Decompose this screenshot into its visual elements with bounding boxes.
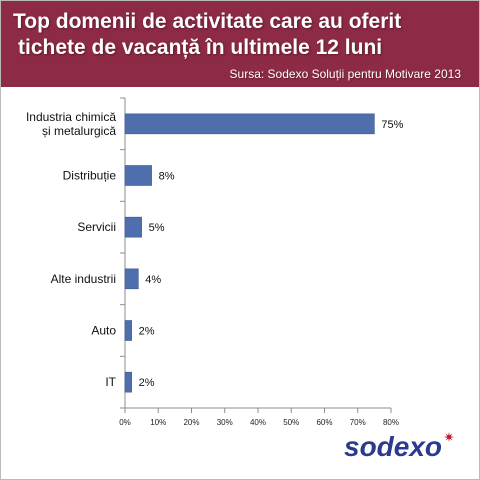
star-icon [444, 432, 454, 442]
x-tick-label: 0% [119, 418, 131, 427]
category-label: Servicii [77, 220, 116, 234]
x-tick-label: 30% [217, 418, 233, 427]
star-shape [444, 432, 454, 442]
x-tick-label: 70% [350, 418, 366, 427]
bar [124, 371, 132, 393]
value-label: 2% [139, 377, 155, 389]
sodexo-logo: sodexo [344, 432, 454, 462]
bar [124, 268, 139, 290]
x-tick-label: 60% [316, 418, 332, 427]
category-label: IT [105, 375, 116, 389]
bar [124, 216, 142, 238]
x-tick-label: 50% [283, 418, 299, 427]
value-label: 4% [145, 274, 161, 286]
x-tick-label: 40% [250, 418, 266, 427]
category-label: Distribuție [63, 169, 117, 183]
source-note: Sursa: Sodexo Soluții pentru Motivare 20… [229, 67, 461, 81]
chart-title-line-2: tichete de vacanță în ultimele 12 luni [18, 36, 383, 59]
chart-title-line-1: Top domenii de activitate care au oferit [13, 10, 402, 33]
value-label: 2% [139, 326, 155, 338]
header-banner: Top domenii de activitate care au oferit… [1, 1, 479, 87]
category-label: și metalurgică [42, 124, 116, 138]
bar [124, 113, 375, 135]
category-label: Industria chimică [26, 110, 116, 124]
bar [124, 165, 152, 186]
category-label: Auto [91, 324, 116, 338]
category-label: Alte industrii [51, 272, 116, 286]
chart-title: Top domenii de activitate care au oferit… [13, 9, 453, 61]
x-tick-label: 80% [383, 418, 399, 427]
bar [124, 320, 132, 341]
x-tick-label: 10% [150, 418, 166, 427]
x-tick-label: 20% [183, 418, 199, 427]
value-label: 8% [159, 171, 175, 183]
value-label: 75% [381, 119, 403, 131]
sodexo-logo-text: sodexo [344, 432, 442, 462]
value-label: 5% [149, 222, 165, 234]
